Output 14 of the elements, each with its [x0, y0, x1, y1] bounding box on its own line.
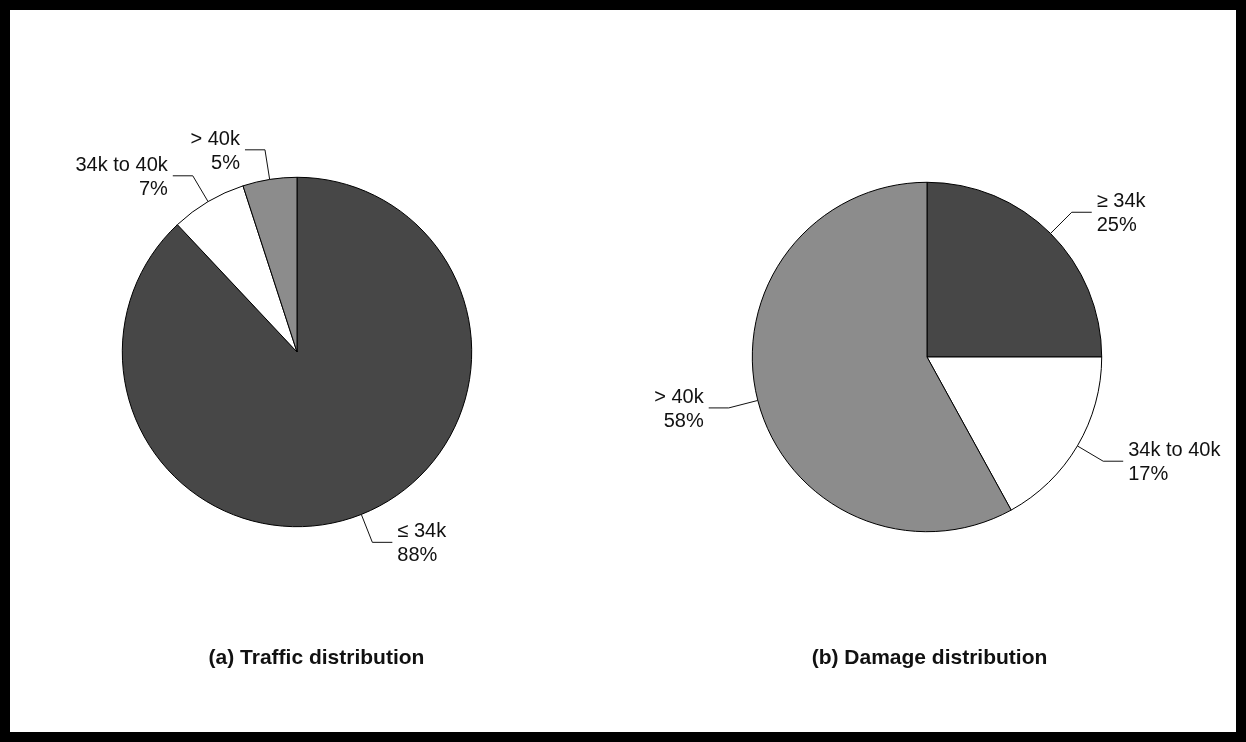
slice-label: ≤ 34k — [397, 519, 448, 542]
data-label: 5% — [211, 150, 241, 173]
slice-label: 34k to 40k — [1128, 438, 1222, 461]
text: (b) Damage distribution — [811, 645, 1048, 668]
slice-label: > 40k — [654, 384, 705, 407]
slice-label: ≥ 34k — [1096, 189, 1147, 212]
data-label: 25% — [1096, 213, 1137, 236]
slice-label: > 40k — [190, 126, 241, 149]
data-label: 88% — [397, 543, 438, 566]
text: (a) Traffic distribution — [208, 645, 425, 668]
data-label: 17% — [1128, 462, 1169, 485]
data-label: 7% — [138, 176, 169, 199]
slice-label: 34k to 40k — [75, 152, 169, 175]
data-label: 58% — [663, 408, 704, 431]
